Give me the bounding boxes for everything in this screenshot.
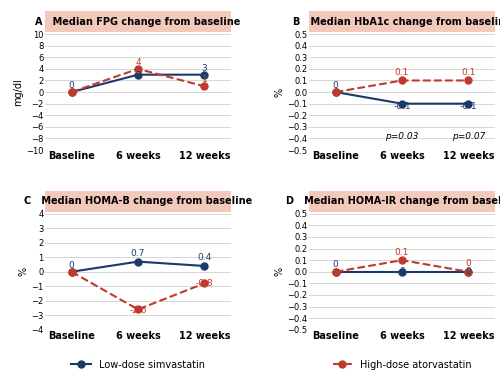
Text: A   Median FPG change from baseline: A Median FPG change from baseline <box>36 17 240 27</box>
Text: -0.1: -0.1 <box>460 102 477 111</box>
Text: 0.4: 0.4 <box>198 253 211 262</box>
Text: -2.6: -2.6 <box>129 305 146 315</box>
Text: C   Median HOMA-B change from baseline: C Median HOMA-B change from baseline <box>24 196 252 207</box>
Text: 1: 1 <box>202 75 207 84</box>
Y-axis label: %: % <box>274 267 284 276</box>
Text: 0: 0 <box>399 268 405 276</box>
Y-axis label: %: % <box>274 88 284 97</box>
Text: D   Median HOMA-IR change from baseline: D Median HOMA-IR change from baseline <box>286 196 500 207</box>
Text: 0: 0 <box>466 259 471 268</box>
Text: 3: 3 <box>202 64 207 73</box>
Text: 0.1: 0.1 <box>395 248 409 257</box>
Text: 0: 0 <box>332 260 338 269</box>
Text: 0: 0 <box>68 81 74 90</box>
Legend: Low-dose simvastatin: Low-dose simvastatin <box>68 356 208 374</box>
Text: p=0.07: p=0.07 <box>452 132 485 141</box>
Y-axis label: mg/dl: mg/dl <box>14 78 24 106</box>
Text: 0.1: 0.1 <box>395 68 409 77</box>
Text: B   Median HbA1c change from baseline: B Median HbA1c change from baseline <box>292 17 500 27</box>
Text: 0.1: 0.1 <box>461 68 475 77</box>
Text: -0.1: -0.1 <box>393 102 411 111</box>
Text: p=0.03: p=0.03 <box>386 132 418 141</box>
Text: 3: 3 <box>135 72 141 80</box>
Text: 0: 0 <box>68 261 74 269</box>
Text: 0: 0 <box>466 268 471 276</box>
Text: 0.7: 0.7 <box>131 249 145 258</box>
Text: -0.8: -0.8 <box>196 279 213 288</box>
Y-axis label: %: % <box>18 267 28 276</box>
Text: 0: 0 <box>332 81 338 90</box>
Legend: High-dose atorvastatin: High-dose atorvastatin <box>328 356 476 374</box>
Text: 4: 4 <box>135 58 141 67</box>
